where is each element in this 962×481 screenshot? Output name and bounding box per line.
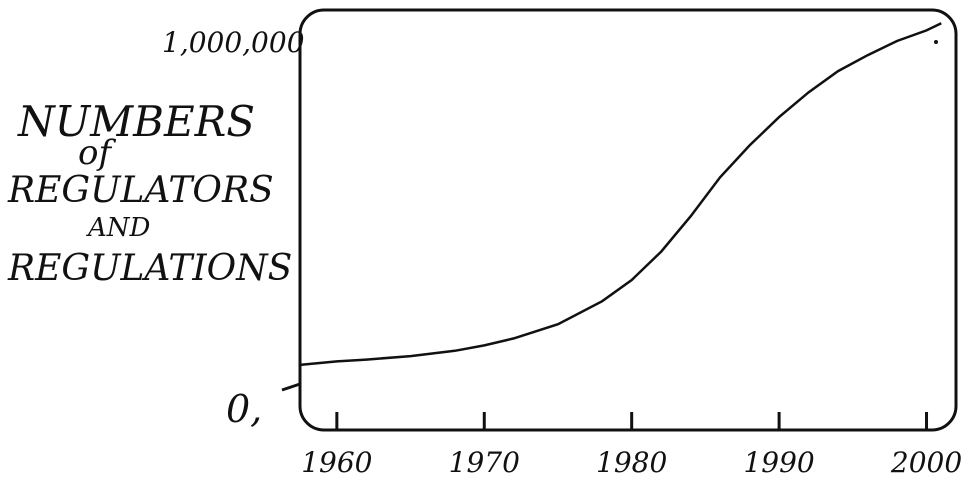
- y-tick-label-max: 1,000,000: [162, 26, 305, 59]
- y-axis-label-line-3: REGULATORS: [7, 170, 274, 211]
- x-axis-ticks: 1960 1970 1980 1990 2000: [301, 412, 962, 479]
- y-axis-label-line-5: REGULATIONS: [7, 248, 292, 289]
- y-axis-label-line-1: NUMBERS: [17, 97, 255, 146]
- x-tick-label-1990: 1990: [743, 446, 814, 479]
- x-tick-label-1970: 1970: [449, 446, 520, 479]
- series-line: [300, 23, 941, 365]
- plot-frame: [300, 10, 956, 430]
- x-tick-label-1960: 1960: [301, 446, 372, 479]
- x-tick-label-1980: 1980: [596, 446, 667, 479]
- y-axis-label-line-2: of: [78, 133, 116, 173]
- y-axis-label: NUMBERS of REGULATORS AND REGULATIONS: [7, 97, 292, 289]
- y-tick-label-zero: 0,: [226, 387, 262, 431]
- y-axis-label-line-4: AND: [86, 213, 151, 243]
- speck-mark: [934, 40, 938, 44]
- y-tick-mark-zero: [282, 384, 300, 390]
- x-tick-label-2000: 2000: [890, 446, 962, 479]
